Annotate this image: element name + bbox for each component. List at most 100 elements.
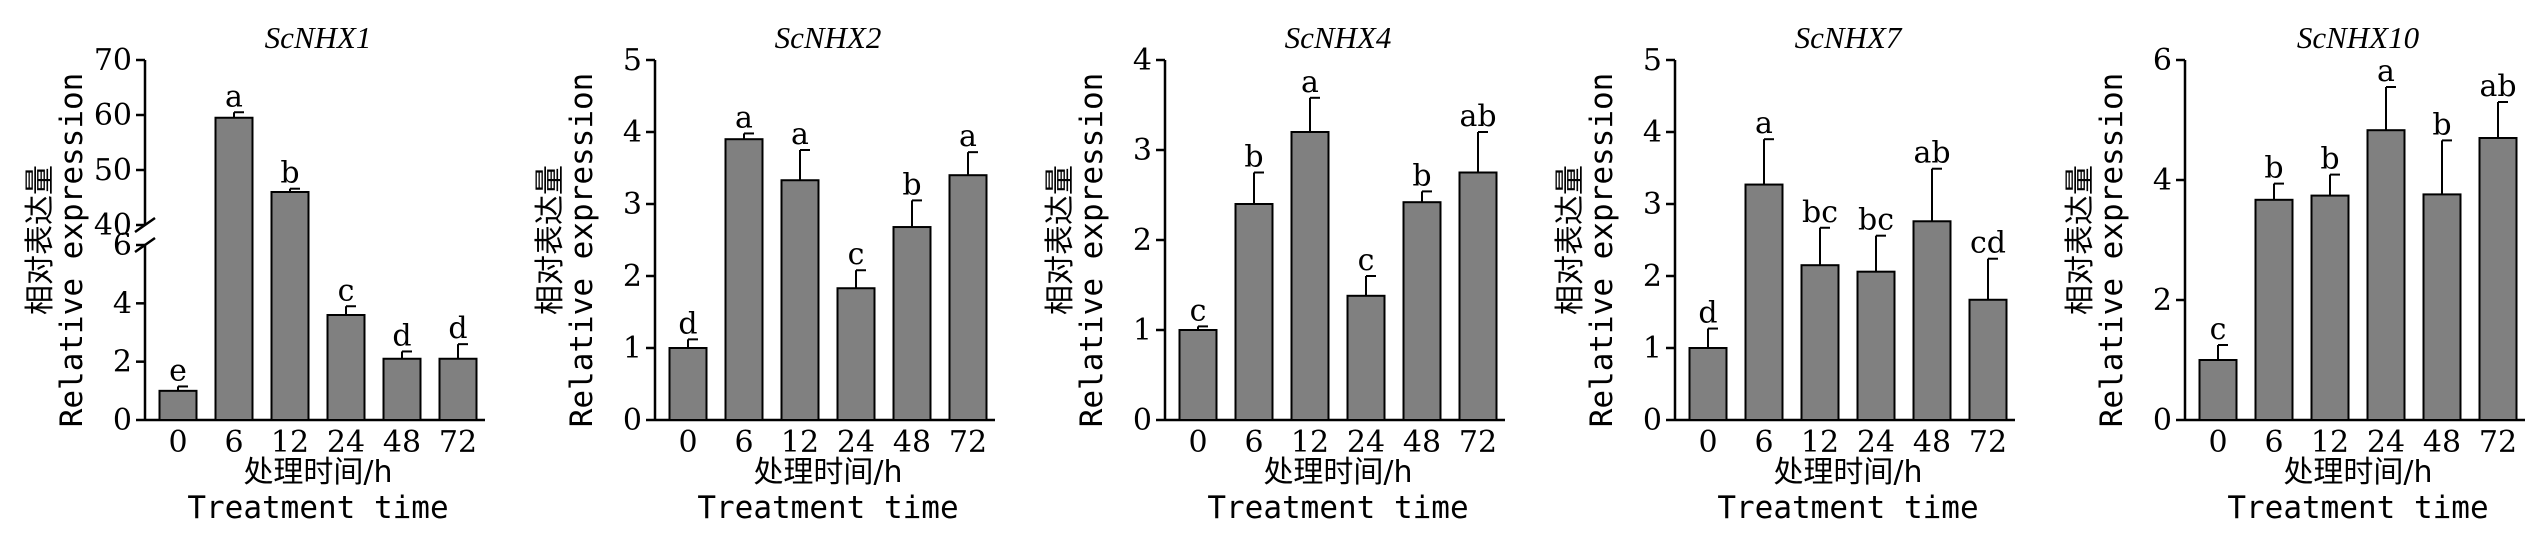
significance-letter: d	[678, 306, 697, 341]
bar-24	[326, 314, 366, 421]
significance-letter: b	[1244, 140, 1263, 175]
x-tick-label: 12	[1291, 425, 1329, 460]
significance-letter: b	[2320, 142, 2339, 177]
y-tick-label: 4	[1643, 115, 1662, 150]
significance-letter: ab	[2479, 69, 2516, 104]
x-tick-label: 72	[949, 425, 987, 460]
x-axis-label-cn: 处理时间/h	[243, 455, 392, 490]
x-tick-label: 24	[1347, 425, 1385, 460]
bar-72	[1458, 171, 1498, 421]
chart-title: ScNHX2	[775, 20, 882, 55]
y-tick-label: 4	[2153, 163, 2172, 198]
significance-letter: bc	[1802, 195, 1838, 230]
bar-6	[2254, 198, 2294, 421]
x-tick-label: 48	[1913, 425, 1951, 460]
x-tick-label: 0	[678, 425, 697, 460]
significance-letter: b	[2432, 107, 2451, 142]
y-axis-label: Relative expression	[1584, 73, 1620, 428]
y-axis-label-cn: 相对表达量	[533, 165, 568, 315]
bar-48	[2422, 193, 2462, 421]
chart-panel-5: ScNHX100246c0b6b12a24b48ab72处理时间/hTreatm…	[2063, 20, 2525, 526]
significance-letter: c	[1190, 293, 1207, 328]
bar-72	[948, 174, 988, 421]
chart-panel-4: ScNHX7012345d0a6bc12bc24ab48cd72处理时间/hTr…	[1553, 20, 2015, 526]
significance-letter: a	[1301, 65, 1319, 100]
y-tick-label: 0	[1643, 403, 1662, 438]
significance-letter: d	[448, 311, 467, 346]
y-tick-label: 0	[1133, 403, 1152, 438]
x-tick-label: 48	[2423, 425, 2461, 460]
bar-24	[2366, 129, 2406, 421]
x-tick-label: 24	[327, 425, 365, 460]
significance-letter: c	[338, 273, 355, 308]
x-axis-label-cn: 处理时间/h	[1773, 455, 1922, 490]
y-tick-label: 4	[623, 115, 642, 150]
chart-panel-3: ScNHX401234c0b6a12c24b48ab72处理时间/hTreatm…	[1043, 20, 1505, 526]
bar-24	[1346, 294, 1386, 421]
x-tick-label: 0	[168, 425, 187, 460]
x-axis-label: Treatment time	[697, 490, 958, 526]
bar-0	[1688, 347, 1728, 421]
significance-letter: cd	[1970, 226, 2006, 261]
y-tick-label: 3	[1643, 187, 1662, 222]
y-tick-label: 5	[623, 43, 642, 78]
y-tick-label: 2	[1133, 223, 1152, 258]
x-tick-label: 24	[2367, 425, 2405, 460]
y-tick-label: 0	[113, 403, 132, 438]
y-axis-label-cn: 相对表达量	[1043, 165, 1078, 315]
y-tick-label: 3	[623, 187, 642, 222]
bar-24	[1856, 270, 1896, 421]
bar-48	[892, 226, 932, 421]
chart-title: ScNHX1	[265, 20, 372, 55]
y-tick-label: 2	[1643, 259, 1662, 294]
significance-letter: b	[1412, 158, 1431, 193]
x-axis-label: Treatment time	[1717, 490, 1978, 526]
y-tick-label: 1	[1643, 331, 1662, 366]
significance-letter: c	[2210, 312, 2227, 347]
bar-6	[1744, 183, 1784, 421]
bar-0	[1178, 329, 1218, 421]
chart-title: ScNHX4	[1285, 20, 1392, 55]
x-tick-label: 12	[271, 425, 309, 460]
y-axis-label-cn: 相对表达量	[23, 165, 58, 315]
bar-48	[382, 357, 422, 421]
significance-letter: b	[902, 167, 921, 202]
x-tick-label: 24	[837, 425, 875, 460]
x-tick-label: 72	[2479, 425, 2517, 460]
bar-24	[836, 287, 876, 421]
chart-title: ScNHX10	[2297, 20, 2420, 55]
y-tick-label: 50	[94, 153, 132, 188]
significance-letter: d	[1698, 296, 1717, 331]
significance-letter: ab	[1913, 136, 1950, 171]
bar-72	[438, 357, 478, 421]
significance-letter: ab	[1459, 99, 1496, 134]
y-tick-label: 3	[1133, 133, 1152, 168]
y-tick-label: 4	[1133, 43, 1152, 78]
x-tick-label: 0	[1698, 425, 1717, 460]
y-tick-label: 0	[2153, 403, 2172, 438]
chart-panel-2: ScNHX2012345d0a6a12c24b48a72处理时间/hTreatm…	[533, 20, 995, 526]
bar-72	[1968, 298, 2008, 422]
significance-letter: e	[169, 353, 187, 388]
bar-6	[724, 138, 764, 421]
x-tick-label: 0	[1188, 425, 1207, 460]
y-tick-label: 0	[623, 403, 642, 438]
y-tick-label: 6	[113, 228, 132, 263]
y-axis-label-cn: 相对表达量	[1553, 165, 1588, 315]
bar-0	[158, 389, 198, 422]
x-tick-label: 72	[1969, 425, 2007, 460]
significance-letter: a	[1755, 106, 1773, 141]
x-tick-label: 6	[224, 425, 243, 460]
x-tick-label: 12	[2311, 425, 2349, 460]
y-tick-label: 2	[113, 345, 132, 380]
y-tick-label: 60	[94, 98, 132, 133]
y-tick-label: 1	[623, 331, 642, 366]
y-tick-label: 70	[94, 43, 132, 78]
significance-letter: b	[2264, 151, 2283, 186]
y-axis-label-cn: 相对表达量	[2063, 165, 2098, 315]
y-tick-label: 4	[113, 286, 132, 321]
x-tick-label: 48	[893, 425, 931, 460]
y-tick-label: 6	[2153, 43, 2172, 78]
chart-title: ScNHX7	[1795, 20, 1903, 55]
bar-12	[1290, 131, 1330, 421]
